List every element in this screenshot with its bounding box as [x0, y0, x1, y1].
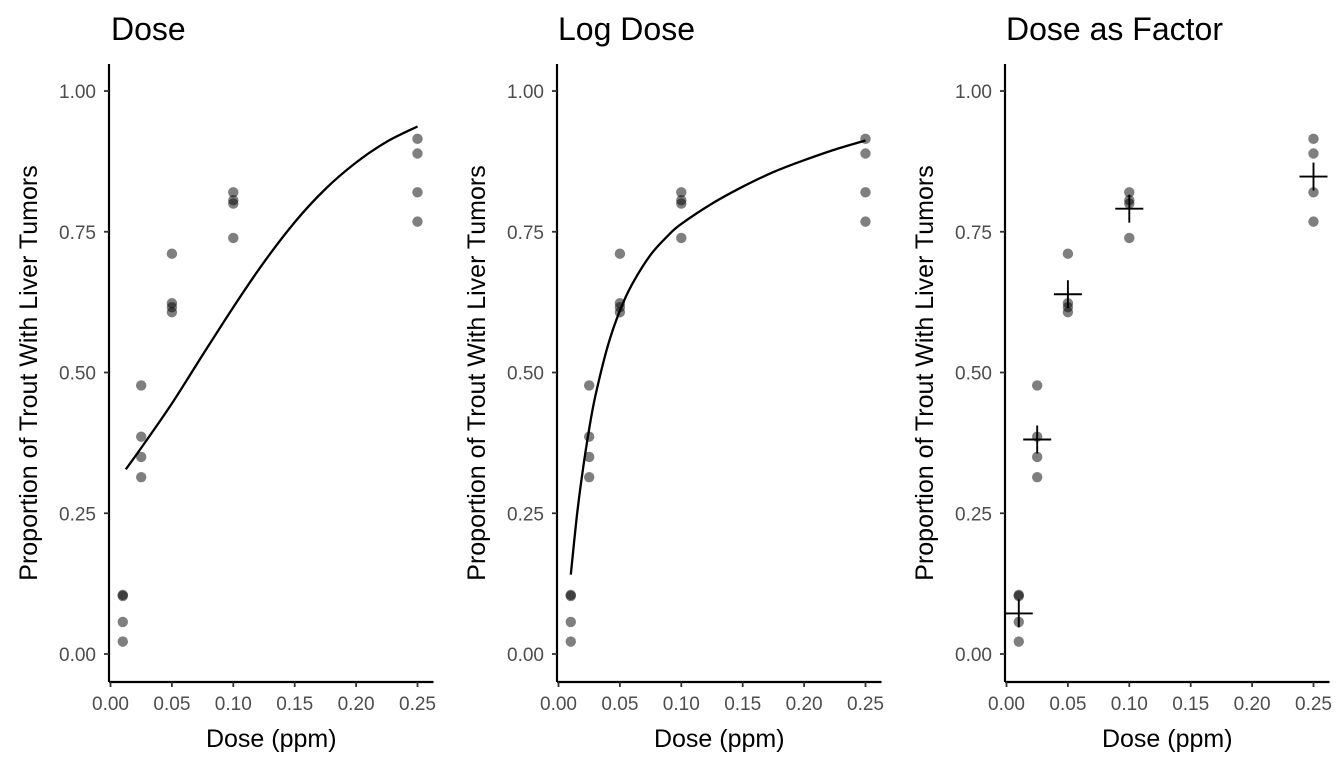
x-tick-label: 0.25 — [1295, 694, 1332, 715]
y-tick-label: 0.50 — [59, 364, 96, 385]
y-tick-label: 0.50 — [955, 364, 992, 385]
data-point — [1032, 451, 1043, 463]
data-point — [136, 451, 147, 463]
data-point — [228, 187, 239, 198]
x-tick-label: 0.15 — [276, 694, 313, 715]
x-tick-label: 0.20 — [338, 694, 375, 715]
x-tick-label: 0.00 — [988, 694, 1025, 715]
data-point — [676, 232, 687, 244]
data-point — [1308, 133, 1319, 145]
panel-dose-as-factor: Dose as Factor 0.00 0.25 0.50 0.75 1.00 0.00 0.… — [911, 11, 1332, 753]
panel-title: Log Dose — [558, 11, 695, 47]
data-point — [166, 248, 178, 259]
data-point — [565, 616, 576, 628]
y-tick-label: 0.75 — [955, 223, 992, 244]
data-point — [117, 616, 128, 628]
x-tick-label: 0.00 — [540, 694, 577, 715]
x-axis-label: Dose (ppm) — [206, 725, 337, 753]
data-point — [412, 187, 423, 198]
data-point — [136, 472, 147, 483]
data-point — [584, 472, 595, 483]
x-tick-label: 0.10 — [1111, 694, 1148, 715]
y-axis-label: Proportion of Trout With Liver Tumors — [911, 165, 939, 580]
data-point — [166, 307, 178, 318]
x-tick-label: 0.00 — [92, 694, 129, 715]
data-point — [676, 187, 687, 198]
data-point — [565, 589, 576, 601]
x-tick-label: 0.10 — [215, 694, 252, 715]
panel-dose: Dose 0.00 0.25 0.50 0.75 1.00 0.00 0.05 0.10 0.15… — [15, 11, 436, 753]
x-tick-label: 0.05 — [153, 694, 190, 715]
y-tick-label: 1.00 — [955, 82, 992, 103]
data-point — [117, 636, 128, 647]
data-point — [117, 589, 128, 601]
y-axis-label: Proportion of Trout With Liver Tumors — [15, 165, 43, 580]
x-axis-label: Dose (ppm) — [1102, 725, 1233, 753]
y-tick-label: 0.75 — [59, 223, 96, 244]
x-tick-label: 0.25 — [847, 694, 884, 715]
y-tick-label: 0.00 — [59, 645, 96, 666]
data-point — [614, 248, 626, 259]
mean-marker — [1023, 425, 1052, 454]
data-point — [1124, 232, 1135, 244]
data-point — [1308, 216, 1319, 227]
fitted-curve — [124, 125, 419, 470]
data-point — [860, 187, 871, 198]
x-tick-label: 0.05 — [601, 694, 638, 715]
data-point — [584, 380, 595, 391]
data-point — [412, 216, 423, 227]
x-tick-label: 0.20 — [786, 694, 823, 715]
data-point — [136, 431, 147, 442]
mean-marker — [1299, 162, 1328, 191]
data-point — [565, 636, 576, 647]
data-point — [1013, 589, 1024, 601]
x-tick-label: 0.05 — [1049, 694, 1086, 715]
y-tick-label: 0.50 — [507, 364, 544, 385]
y-tick-label: 0.00 — [955, 645, 992, 666]
data-point — [1062, 248, 1074, 259]
y-tick-label: 0.00 — [507, 645, 544, 666]
y-tick-label: 1.00 — [507, 82, 544, 103]
data-point — [136, 380, 147, 391]
data-point — [1032, 472, 1043, 483]
mean-marker — [1053, 280, 1082, 309]
y-tick-label: 1.00 — [59, 82, 96, 103]
y-axis-label: Proportion of Trout With Liver Tumors — [463, 165, 491, 580]
x-tick-label: 0.25 — [399, 694, 436, 715]
x-tick-label: 0.15 — [724, 694, 761, 715]
y-tick-label: 0.25 — [507, 504, 544, 525]
data-point — [860, 216, 871, 227]
data-point — [228, 198, 239, 209]
data-point — [412, 148, 423, 159]
data-point — [1013, 636, 1024, 647]
panel-title: Dose — [111, 11, 186, 47]
data-point — [1308, 148, 1319, 159]
y-tick-label: 0.25 — [955, 504, 992, 525]
mean-marker — [1004, 599, 1033, 628]
panel-title: Dose as Factor — [1006, 11, 1223, 47]
data-point — [1308, 187, 1319, 198]
data-point — [1062, 307, 1074, 318]
data-point — [676, 198, 687, 209]
fitted-curve — [569, 139, 866, 575]
data-point — [584, 451, 595, 463]
data-point — [1032, 380, 1043, 391]
panel-log-dose: Log Dose 0.00 0.25 0.50 0.75 1.00 0.00 0.05 0.10… — [463, 11, 884, 753]
x-axis-label: Dose (ppm) — [654, 725, 785, 753]
mean-marker — [1115, 194, 1144, 223]
x-tick-label: 0.15 — [1172, 694, 1209, 715]
data-point — [412, 133, 423, 145]
data-point — [860, 148, 871, 159]
data-point — [228, 232, 239, 244]
x-tick-label: 0.10 — [663, 694, 700, 715]
y-tick-label: 0.75 — [507, 223, 544, 244]
data-point — [1124, 187, 1135, 198]
x-tick-label: 0.20 — [1234, 694, 1271, 715]
y-tick-label: 0.25 — [59, 504, 96, 525]
